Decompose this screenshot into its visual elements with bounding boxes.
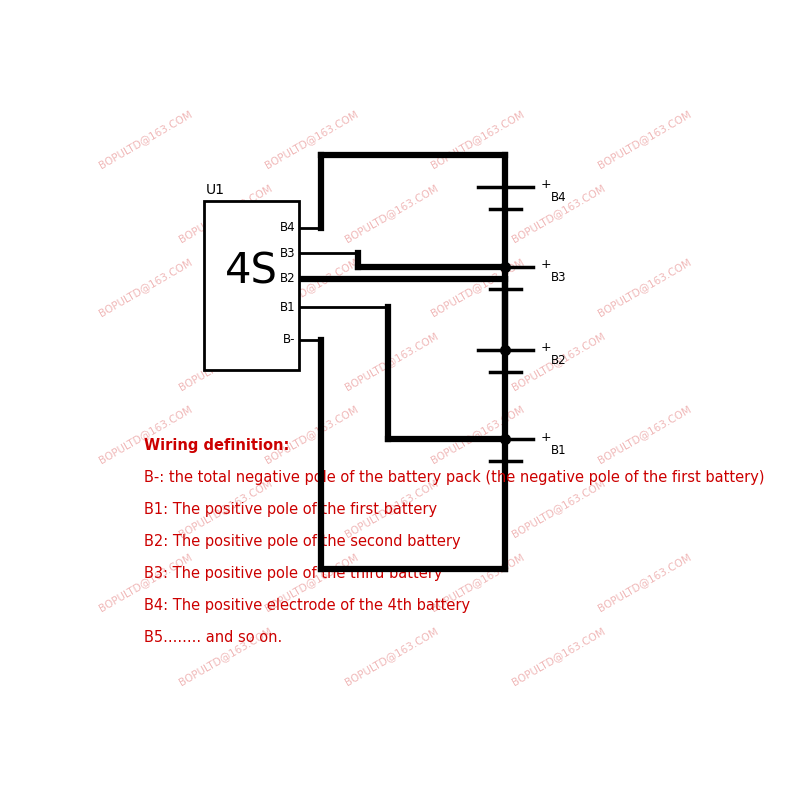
Text: BOPULTD@163.COM: BOPULTD@163.COM <box>510 626 606 687</box>
Text: BOPULTD@163.COM: BOPULTD@163.COM <box>177 330 274 392</box>
Text: B2: B2 <box>280 272 295 285</box>
Text: +: + <box>541 430 551 444</box>
Text: 4S: 4S <box>225 251 278 293</box>
Text: +: + <box>541 258 551 271</box>
Text: U1: U1 <box>206 183 225 197</box>
Text: B3: B3 <box>550 271 566 284</box>
Text: BOPULTD@163.COM: BOPULTD@163.COM <box>596 404 692 466</box>
Text: B5........ and so on.: B5........ and so on. <box>144 630 282 645</box>
Text: B2: B2 <box>550 354 566 367</box>
Text: BOPULTD@163.COM: BOPULTD@163.COM <box>596 552 692 614</box>
Text: BOPULTD@163.COM: BOPULTD@163.COM <box>430 256 526 318</box>
Text: BOPULTD@163.COM: BOPULTD@163.COM <box>596 256 692 318</box>
Text: B3: The positive pole of the third battery: B3: The positive pole of the third batte… <box>144 566 442 581</box>
Bar <box>204 201 299 370</box>
Text: +: + <box>541 178 551 191</box>
Text: BOPULTD@163.COM: BOPULTD@163.COM <box>510 330 606 392</box>
Text: BOPULTD@163.COM: BOPULTD@163.COM <box>97 552 194 614</box>
Text: BOPULTD@163.COM: BOPULTD@163.COM <box>510 478 606 539</box>
Text: +: + <box>541 342 551 354</box>
Text: BOPULTD@163.COM: BOPULTD@163.COM <box>343 626 440 687</box>
Text: BOPULTD@163.COM: BOPULTD@163.COM <box>177 626 274 687</box>
Text: BOPULTD@163.COM: BOPULTD@163.COM <box>343 182 440 244</box>
Text: B4: The positive electrode of the 4th battery: B4: The positive electrode of the 4th ba… <box>144 598 470 613</box>
Text: BOPULTD@163.COM: BOPULTD@163.COM <box>177 182 274 244</box>
Text: B2: The positive pole of the second battery: B2: The positive pole of the second batt… <box>144 534 461 549</box>
Text: B1: B1 <box>280 301 295 314</box>
Text: B4: B4 <box>280 222 295 234</box>
Text: BOPULTD@163.COM: BOPULTD@163.COM <box>263 256 360 318</box>
Text: BOPULTD@163.COM: BOPULTD@163.COM <box>263 108 360 170</box>
Text: BOPULTD@163.COM: BOPULTD@163.COM <box>510 182 606 244</box>
Text: BOPULTD@163.COM: BOPULTD@163.COM <box>177 478 274 539</box>
Text: B4: B4 <box>550 191 566 204</box>
Text: BOPULTD@163.COM: BOPULTD@163.COM <box>97 256 194 318</box>
Text: B1: The positive pole of the first battery: B1: The positive pole of the first batte… <box>144 502 437 517</box>
Text: B-: B- <box>283 333 295 346</box>
Text: BOPULTD@163.COM: BOPULTD@163.COM <box>263 404 360 466</box>
Text: BOPULTD@163.COM: BOPULTD@163.COM <box>97 108 194 170</box>
Text: BOPULTD@163.COM: BOPULTD@163.COM <box>430 108 526 170</box>
Text: B-: the total negative pole of the battery pack (the negative pole of the first : B-: the total negative pole of the batte… <box>144 470 764 485</box>
Text: BOPULTD@163.COM: BOPULTD@163.COM <box>430 552 526 614</box>
Text: Wiring definition:: Wiring definition: <box>144 438 290 453</box>
Text: BOPULTD@163.COM: BOPULTD@163.COM <box>263 552 360 614</box>
Text: BOPULTD@163.COM: BOPULTD@163.COM <box>343 330 440 392</box>
Text: B1: B1 <box>550 444 566 457</box>
Text: B3: B3 <box>280 246 295 260</box>
Text: BOPULTD@163.COM: BOPULTD@163.COM <box>343 478 440 539</box>
Text: BOPULTD@163.COM: BOPULTD@163.COM <box>97 404 194 466</box>
Text: BOPULTD@163.COM: BOPULTD@163.COM <box>430 404 526 466</box>
Text: BOPULTD@163.COM: BOPULTD@163.COM <box>596 108 692 170</box>
